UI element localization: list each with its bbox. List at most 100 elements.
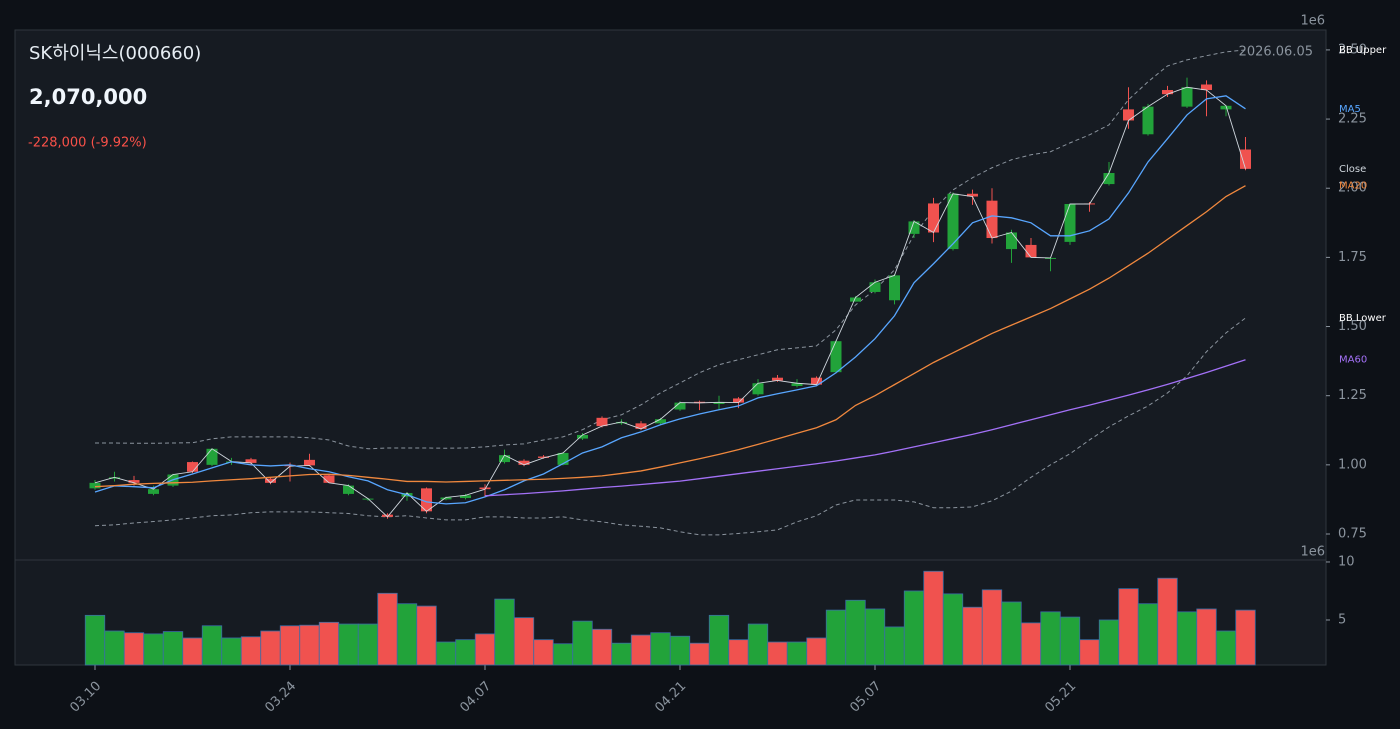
candle-body [791,383,803,387]
volume-bar [650,632,671,666]
candle-body [284,464,296,467]
candle-body [1045,257,1056,259]
y-tick-label: 10 [1338,554,1355,569]
line-label: Close [1339,164,1366,175]
y-tick-label: 2.00 [1338,181,1367,196]
candle-body [499,455,510,463]
candle-body [128,480,140,483]
volume-bar [396,603,418,666]
candle-body [967,193,978,197]
volume-bar [1001,601,1022,666]
candle-body [206,448,218,465]
volume-bar [1118,588,1139,666]
candle-body [89,482,101,489]
volume-bar [1157,577,1178,666]
candle-body [616,421,627,424]
volume-bar [357,623,379,666]
volume-bar [572,620,593,666]
axis-offset: 1e6 [1300,14,1325,29]
volume-bar [786,641,808,666]
candle-body [109,477,120,479]
volume-bar [377,592,398,666]
volume-bar [806,637,827,666]
candle-body [772,377,783,381]
volume-bar [708,614,730,666]
y-tick-label: 2.50 [1338,42,1367,57]
candle-body [674,402,686,410]
volume-bar [845,599,866,666]
candle-body [557,452,569,465]
candle-body [850,297,861,302]
candle-body [1220,105,1232,110]
volume-bar [1215,630,1237,666]
moving-average [94,185,1246,488]
volume-bar [318,621,340,666]
volume-bar [84,614,106,666]
volume-bar [123,632,145,666]
volume-bar [689,642,710,666]
volume-bar [1059,616,1081,666]
volume-bar [767,641,788,666]
candle-body [148,489,159,494]
candle-body [635,423,647,429]
volume-bar [884,626,905,666]
candle-body [1025,244,1037,258]
bollinger-band [95,49,1246,450]
candle-body [811,377,822,385]
volume-bar [435,641,457,666]
axis-offset: 1e6 [1300,545,1325,560]
candle-body [713,402,725,404]
candle-body [733,398,744,403]
y-tick-label: 1.25 [1338,388,1367,403]
volume-bar [611,642,632,666]
volume-bar [552,643,574,666]
volume-bar [728,639,749,666]
candle-body [1123,109,1134,121]
volume-bar [962,606,983,666]
volume-bar [669,635,691,666]
candle-body [518,460,530,465]
line-label: MA5 [1339,104,1361,115]
volume-bar [299,624,320,666]
candle-body [869,282,881,292]
candle-body [694,401,705,403]
volume-bar [182,637,203,666]
candle-body [1142,106,1154,135]
candle-body [1162,90,1173,95]
volume-bar [455,639,476,666]
volume-bar [201,625,223,666]
volume-bar [221,637,242,666]
close-line [94,86,1246,518]
candle-body [1201,84,1212,91]
volume-bar [494,598,515,666]
volume-bar [1196,608,1217,666]
candle-body [986,200,998,239]
y-tick-label: 1.50 [1338,319,1367,334]
candle-body [596,417,608,427]
volume-bar [416,605,437,666]
line-label: MA60 [1339,355,1367,366]
volume-bar [1137,603,1159,666]
volume-bar [1040,611,1061,666]
bollinger-band [94,317,1246,536]
volume-bar [923,570,944,666]
candle-body [265,478,276,483]
volume-bar [864,608,886,666]
line-label: BB Upper [1339,45,1387,56]
candle-body [1181,87,1193,107]
volume-bar [591,628,613,666]
moving-average [94,95,1246,505]
volume-bar [825,609,847,666]
volume-bar [162,631,184,666]
volume-bar [942,593,964,666]
candle-body [947,193,959,250]
y-tick-label: 0.75 [1338,526,1367,541]
y-tick-label: 1.00 [1338,457,1367,472]
volume-bar [630,634,652,666]
volume-bar [1176,611,1198,666]
volume-bar [474,633,496,666]
candle-body [440,497,452,500]
volume-bar [533,639,554,666]
volume-bar [143,633,164,666]
